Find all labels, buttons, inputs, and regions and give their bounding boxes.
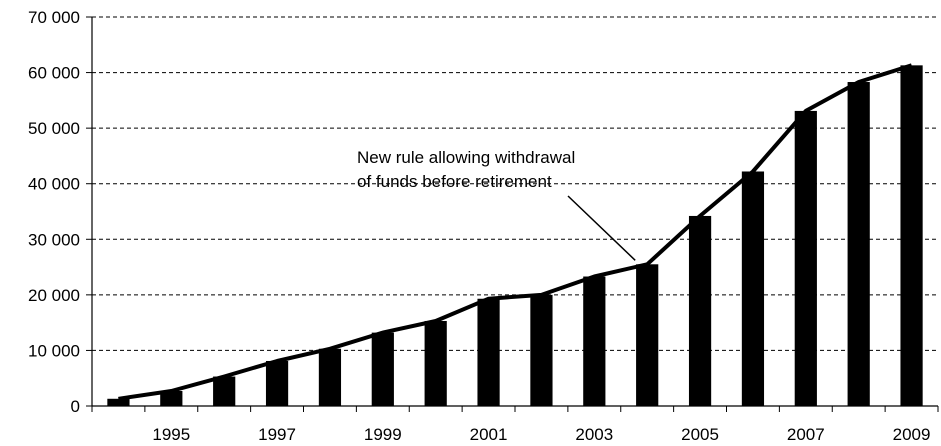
bar [213,376,236,406]
y-tick-label: 0 [71,397,80,416]
y-tick-label: 40 000 [28,175,80,194]
y-tick-label: 50 000 [28,119,80,138]
series-line [118,63,913,401]
annotation-line-2: of funds before retirement [357,172,552,191]
annotation-line-1: New rule allowing withdrawal [357,148,575,167]
x-tick-label: 1999 [364,425,402,444]
bar [477,298,500,406]
x-tick-label: 2005 [681,425,719,444]
x-tick-label: 1997 [258,425,296,444]
x-tick-label: 2007 [787,425,825,444]
x-tick-label: 2001 [470,425,508,444]
bar [847,82,870,407]
bar [371,332,394,406]
annotation: New rule allowing withdrawal of funds be… [357,148,636,261]
bar [583,276,606,406]
bar [265,360,289,406]
bar [107,398,130,406]
bar [530,294,553,406]
bar [318,348,342,406]
x-tick-labels: 1995 1997 1999 2001 2003 2005 2007 2009 [152,425,930,444]
annotation-arrow [567,195,636,261]
axes [86,16,939,412]
y-tick-label: 20 000 [28,286,80,305]
x-tick-label: 1995 [152,425,190,444]
bar [636,264,659,406]
bar [424,320,447,406]
y-tick-label: 10 000 [28,341,80,360]
y-tick-labels: 0 10 000 20 000 30 000 40 000 50 000 60 000 70 … [28,8,80,416]
x-tick-label: 2003 [575,425,613,444]
bar [741,171,765,406]
y-tick-label: 30 000 [28,230,80,249]
bar [900,65,923,407]
bar [794,110,817,406]
y-tick-label: 60 000 [28,64,80,83]
series-line-path [118,63,913,401]
x-tick-label: 2009 [893,425,931,444]
bars [107,65,923,407]
bar [160,390,183,406]
y-tick-label: 70 000 [28,8,80,27]
bar [688,215,712,406]
